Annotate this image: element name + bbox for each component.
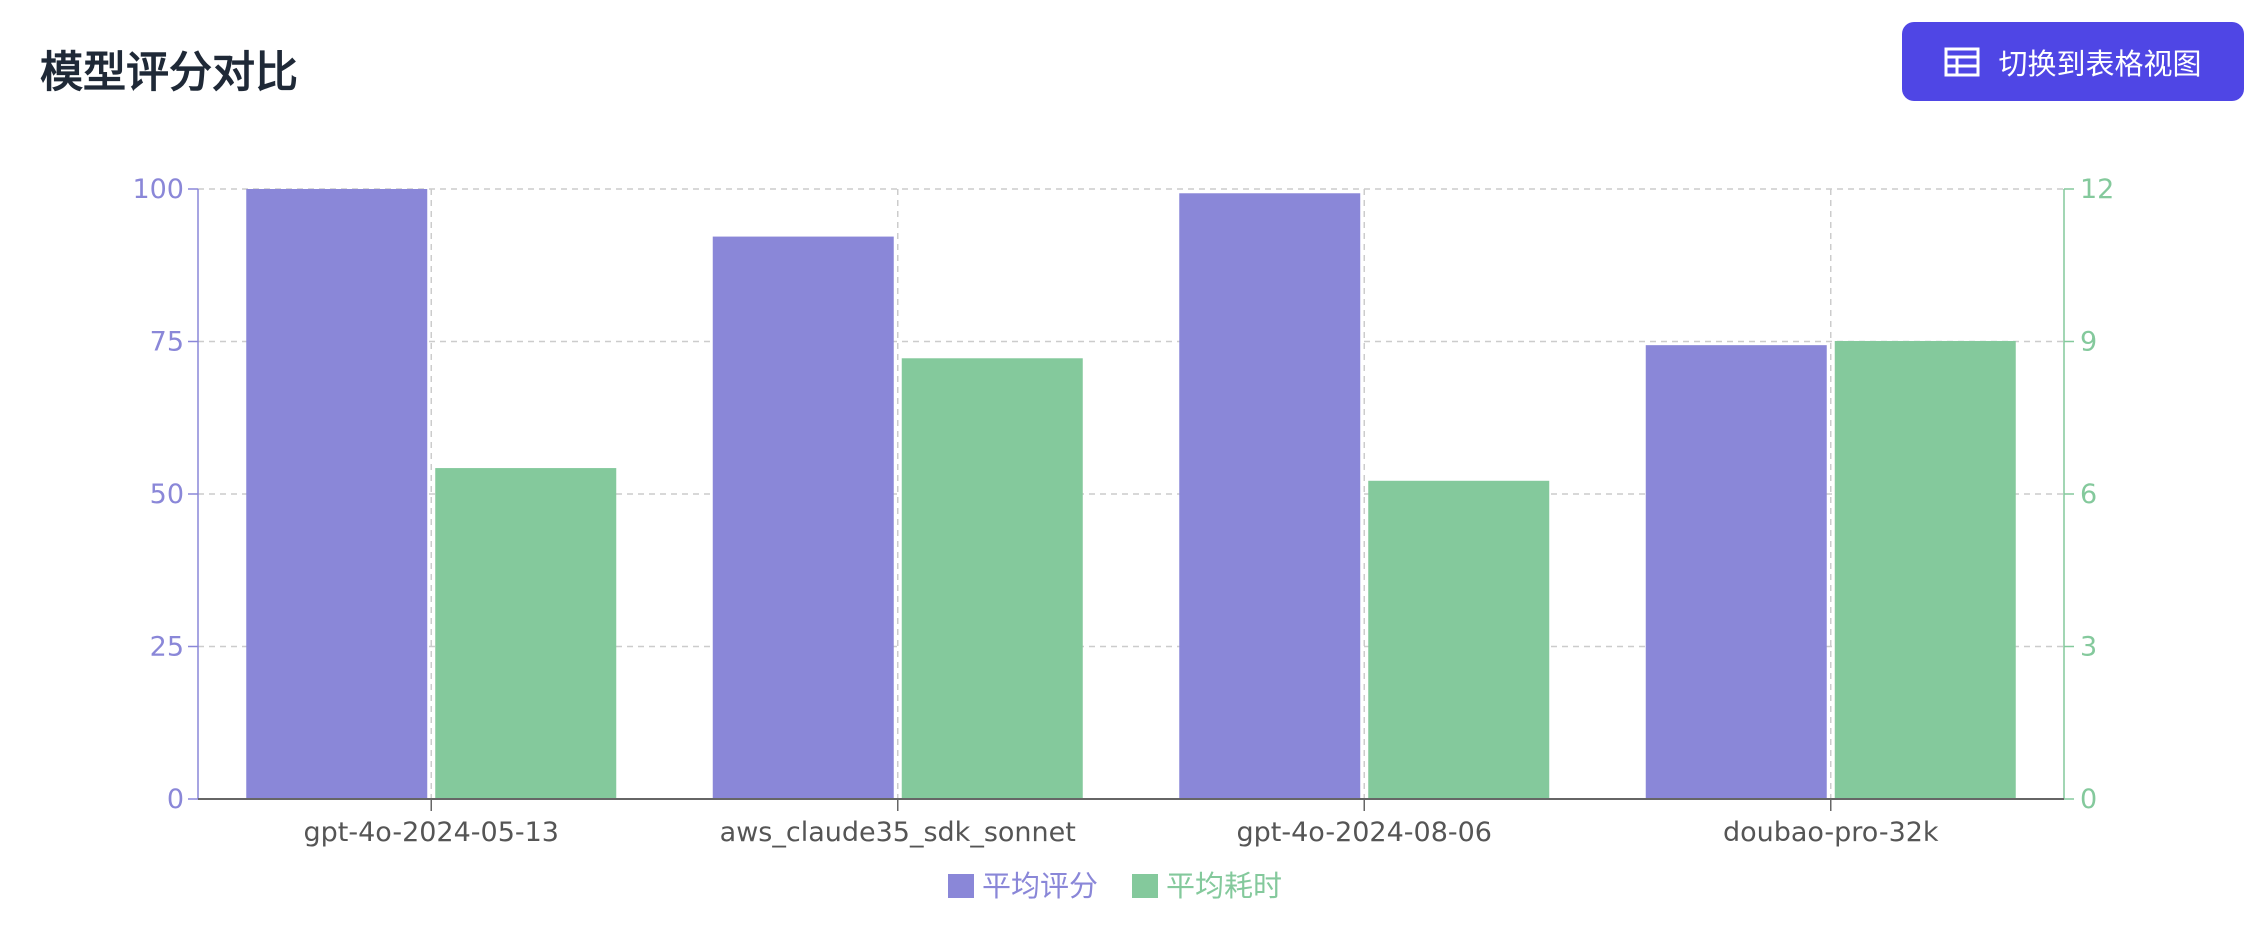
bar-time bbox=[1368, 480, 1550, 799]
bar-score bbox=[1179, 193, 1361, 799]
right-tick-label: 12 bbox=[2080, 174, 2114, 205]
left-tick-label: 75 bbox=[150, 327, 184, 358]
page-title: 模型评分对比 bbox=[40, 48, 298, 98]
bar-time bbox=[435, 468, 617, 799]
bar-time bbox=[1834, 340, 2016, 799]
x-tick-label: gpt-4o-2024-05-13 bbox=[304, 817, 559, 848]
left-tick-label: 0 bbox=[167, 784, 184, 815]
bar-score bbox=[712, 236, 894, 799]
left-tick-label: 100 bbox=[132, 174, 184, 205]
toggle-table-view-button[interactable]: 切换到表格视图 bbox=[1902, 22, 2244, 101]
right-tick-label: 0 bbox=[2080, 784, 2097, 815]
right-tick-label: 9 bbox=[2080, 327, 2097, 358]
right-tick-label: 6 bbox=[2080, 479, 2097, 510]
legend-swatch bbox=[1132, 874, 1158, 898]
right-tick-label: 3 bbox=[2080, 632, 2097, 663]
toggle-button-label: 切换到表格视图 bbox=[1998, 46, 2202, 81]
left-tick-label: 50 bbox=[150, 479, 184, 510]
bar-score bbox=[246, 189, 428, 799]
table-icon bbox=[1944, 47, 1980, 76]
x-tick-label: doubao-pro-32k bbox=[1723, 817, 1939, 848]
bar-time bbox=[901, 358, 1083, 799]
legend-label: 平均耗时 bbox=[1166, 869, 1282, 903]
left-tick-label: 25 bbox=[150, 632, 184, 663]
x-tick-label: aws_claude35_sdk_sonnet bbox=[720, 817, 1076, 848]
legend-label: 平均评分 bbox=[982, 869, 1098, 903]
legend-swatch bbox=[948, 874, 974, 898]
x-tick-label: gpt-4o-2024-08-06 bbox=[1237, 817, 1492, 848]
bar-score bbox=[1645, 345, 1827, 799]
